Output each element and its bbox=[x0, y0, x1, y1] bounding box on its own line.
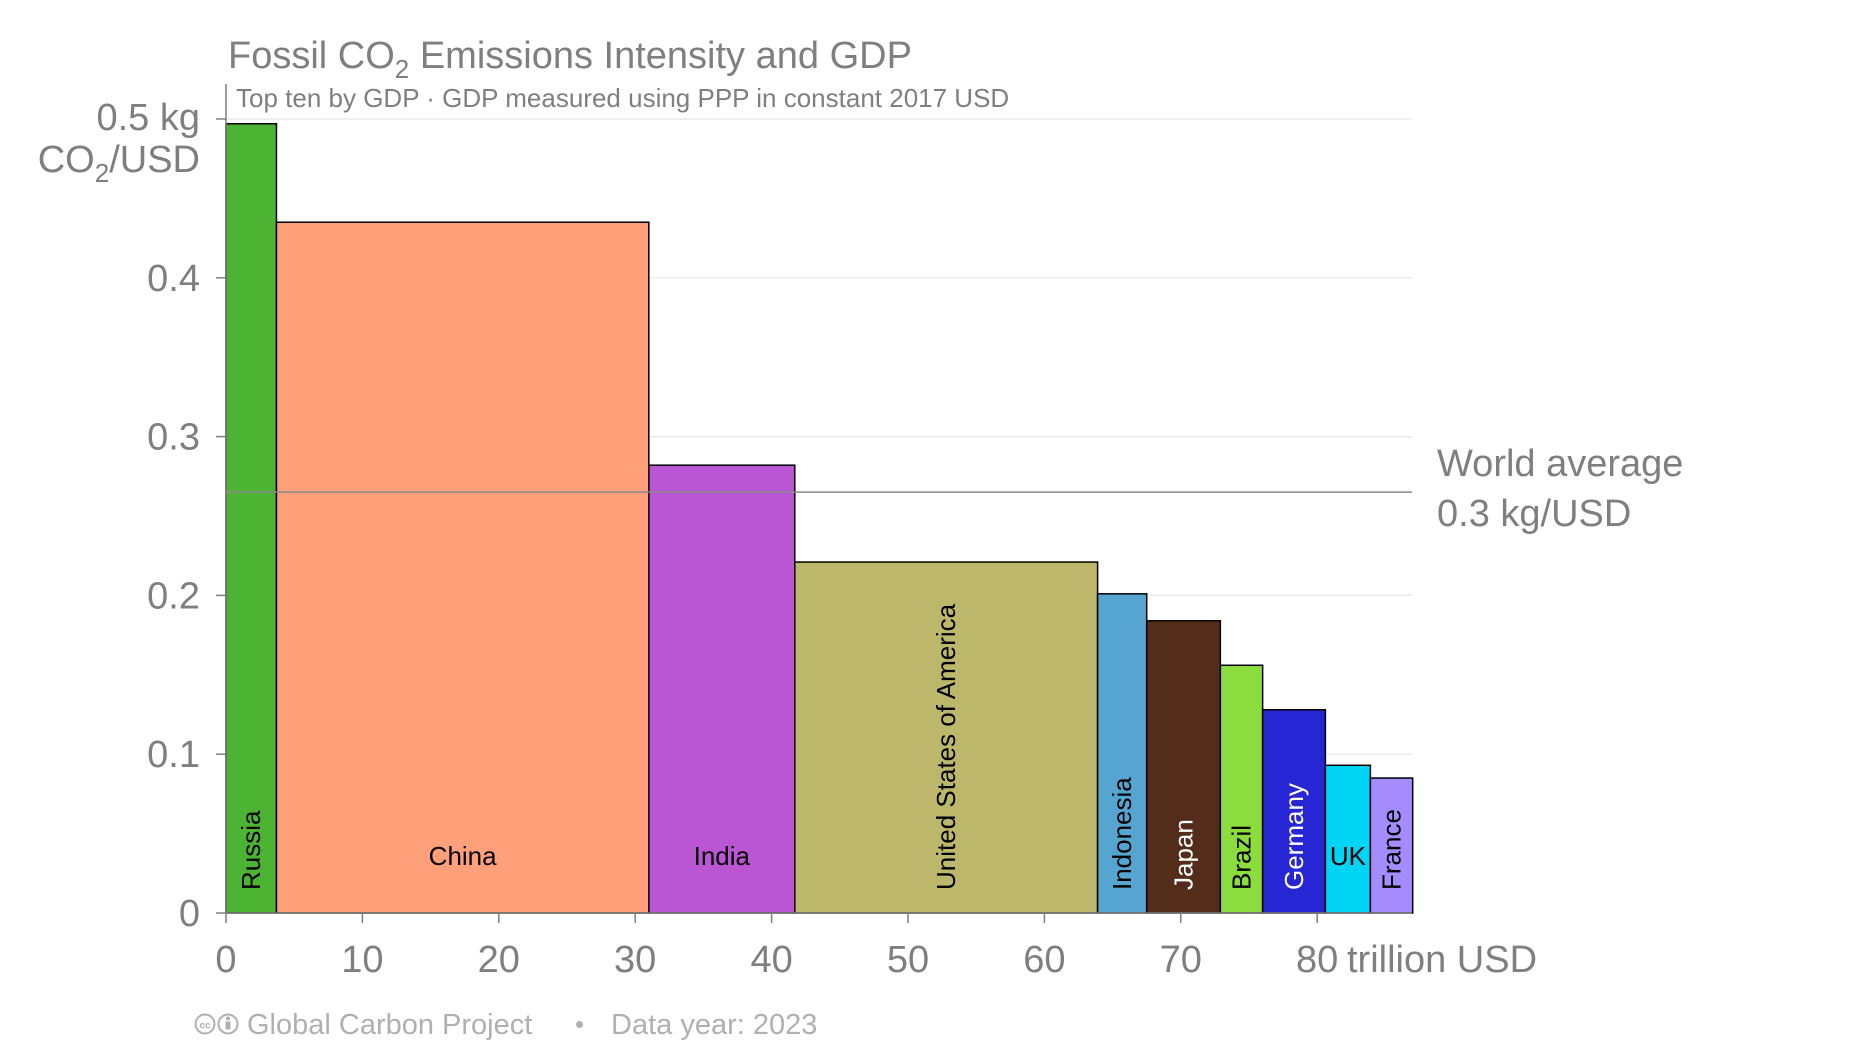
bar-label-brazil: Brazil bbox=[1226, 825, 1256, 890]
world-average-label-line1: World average bbox=[1437, 443, 1683, 485]
y-unit-b: /USD bbox=[109, 139, 200, 181]
bar-united-states-of-america bbox=[794, 561, 1099, 914]
y-tick-label: 0.1 bbox=[147, 734, 200, 776]
x-tick-label: 40 bbox=[750, 939, 792, 981]
bar-russia bbox=[225, 123, 278, 914]
bar-group-france: France bbox=[1369, 777, 1414, 914]
bar-label-france: France bbox=[1377, 809, 1407, 890]
y-tick-label: 0 bbox=[179, 893, 200, 935]
bar-group-uk: UK bbox=[1324, 764, 1372, 914]
bar-japan bbox=[1145, 620, 1222, 914]
y-tick-label: 0.3 bbox=[147, 417, 200, 459]
bar-group-russia: Russia bbox=[225, 123, 278, 914]
x-tick-label: 0 bbox=[215, 939, 236, 981]
x-tick-label: 50 bbox=[887, 939, 929, 981]
bar-india bbox=[648, 464, 796, 914]
bar-china bbox=[275, 221, 650, 914]
footer-source: Global Carbon Project bbox=[247, 1009, 532, 1041]
footer-data-year: Data year: 2023 bbox=[611, 1009, 817, 1041]
bar-group-brazil: Brazil bbox=[1219, 664, 1264, 914]
chart-title: Fossil CO2 Emissions Intensity and GDP bbox=[228, 35, 912, 84]
title-rest: Emissions Intensity and GDP bbox=[409, 35, 912, 77]
x-tick-label: 20 bbox=[478, 939, 520, 981]
cc-by-icon: cc bbox=[194, 1013, 239, 1035]
x-tick-label: 80 bbox=[1296, 939, 1338, 981]
bar-group-indonesia: Indonesia bbox=[1096, 593, 1148, 914]
bar-group-japan: Japan bbox=[1145, 620, 1222, 914]
bar-brazil bbox=[1219, 664, 1264, 914]
bar-uk bbox=[1324, 764, 1372, 914]
x-tick-label: 70 bbox=[1160, 939, 1202, 981]
bar-label-indonesia: Indonesia bbox=[1107, 777, 1137, 890]
y-tick-label: 0.4 bbox=[147, 258, 200, 300]
bar-label-japan: Japan bbox=[1169, 819, 1199, 890]
bar-label-russia: Russia bbox=[236, 810, 266, 890]
bar-label-germany: Germany bbox=[1279, 783, 1309, 890]
bar-indonesia bbox=[1096, 593, 1148, 914]
bar-label-china: China bbox=[429, 841, 497, 871]
world-average-label: World average 0.3 kg/USD bbox=[1437, 443, 1694, 535]
chart-subtitle: Top ten by GDP · GDP measured using PPP … bbox=[236, 83, 1009, 113]
bars: Russia China India United States of America… bbox=[225, 123, 1414, 914]
x-axis-ticks: 0 10 20 30 40 50 60 70 80 bbox=[215, 913, 1338, 981]
title-subscript: 2 bbox=[395, 54, 409, 84]
x-tick-label: 30 bbox=[614, 939, 656, 981]
bar-group-china: China bbox=[275, 221, 650, 914]
y-axis-ticks: 0 0.1 0.2 0.3 0.4 bbox=[147, 118, 226, 935]
x-tick-label: 10 bbox=[341, 939, 383, 981]
x-tick-label: 60 bbox=[1023, 939, 1065, 981]
bar-label-united-states-of-america: United States of America bbox=[931, 603, 961, 890]
world-average-label-line2: 0.3 kg/USD bbox=[1437, 493, 1631, 535]
y-unit-subscript: 2 bbox=[95, 158, 109, 188]
footer: cc Global Carbon Project • Data year: 20… bbox=[194, 1009, 817, 1041]
y-axis-top-value: 0.5 kg bbox=[96, 97, 200, 139]
bar-group-united-states-of-america: United States of America bbox=[794, 561, 1099, 914]
bar-germany bbox=[1261, 708, 1327, 914]
title-main: Fossil CO bbox=[228, 35, 395, 77]
x-axis-label: trillion USD bbox=[1347, 939, 1537, 981]
bar-france bbox=[1369, 777, 1414, 914]
y-tick-label: 0.2 bbox=[147, 575, 200, 617]
bar-group-india: India bbox=[648, 464, 796, 914]
svg-text:cc: cc bbox=[199, 1021, 211, 1032]
y-unit-a: CO bbox=[38, 139, 95, 181]
bar-group-germany: Germany bbox=[1261, 708, 1327, 914]
y-axis-unit-label: CO2/USD bbox=[38, 139, 200, 188]
footer-separator: • bbox=[575, 1009, 584, 1039]
bar-label-uk: UK bbox=[1330, 841, 1367, 871]
bar-label-india: India bbox=[694, 841, 751, 871]
